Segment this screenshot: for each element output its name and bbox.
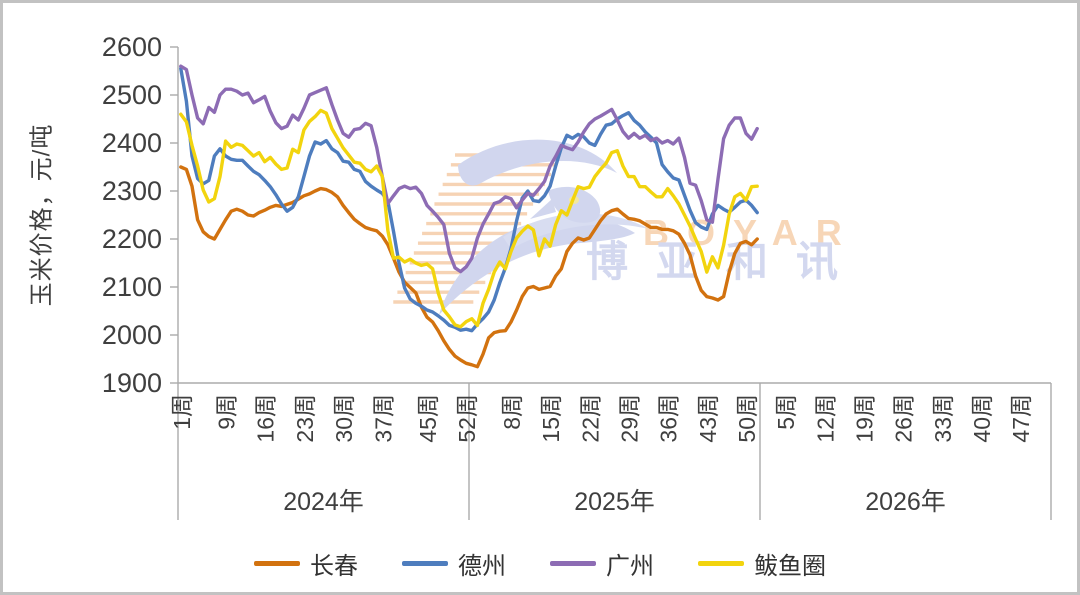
week-tick-label: 40周 (969, 394, 995, 443)
week-tick-label: 12周 (812, 394, 838, 443)
plot-area: 1900 2000 2100 2200 2300 2400 2500 2600 2024年 1周 9… (102, 32, 1052, 520)
week-tick-label: 19周 (852, 394, 878, 443)
year-label: 2025年 (574, 488, 655, 516)
week-tick-label: 9周 (214, 394, 240, 430)
legend-item-bayuquan: 鲅鱼圈 (698, 546, 826, 581)
week-tick-label: 16周 (253, 394, 279, 443)
legend-item-changchun: 长春 (254, 546, 358, 581)
legend-item-guangzhou: 广州 (550, 546, 654, 581)
chart-legend: 长春 德州 广州 鲅鱼圈 (3, 546, 1077, 581)
year-label: 2026年 (865, 488, 946, 516)
week-tick-label: 52周 (454, 394, 480, 443)
y-tick-label: 2600 (102, 32, 162, 62)
week-tick-label: 33周 (930, 394, 956, 443)
y-tick-label: 2200 (102, 224, 162, 254)
week-tick-label: 1周 (169, 394, 195, 430)
week-tick-label: 43周 (695, 394, 721, 443)
legend-swatch-changchun (254, 561, 300, 566)
week-tick-label: 29周 (616, 394, 642, 443)
watermark-logo: BOYAR 博亚和讯 (393, 139, 866, 315)
legend-label-guangzhou: 广州 (606, 553, 654, 580)
series-line-德州 (179, 66, 759, 333)
week-tick-label: 8周 (499, 394, 525, 430)
legend-label-bayuquan: 鲅鱼圈 (754, 553, 826, 580)
legend-swatch-dezhou (402, 561, 448, 566)
series-line-鲅鱼圈 (179, 108, 759, 329)
week-tick-label: 36周 (656, 394, 682, 443)
week-tick-label: 50周 (734, 394, 760, 443)
year-label: 2024年 (283, 488, 364, 516)
watermark-cjk-text: 博亚和讯 (586, 238, 866, 285)
week-tick-label: 22周 (577, 394, 603, 443)
y-tick-label: 1900 (102, 368, 162, 398)
chart-canvas: BOYAR 博亚和讯 1900 2000 2100 2200 2300 2400 2500 2… (102, 32, 1052, 520)
legend-label-dezhou: 德州 (458, 553, 506, 580)
y-tick-label: 2500 (102, 80, 162, 110)
watermark-bird-body (439, 217, 635, 315)
watermark-bird-beak (530, 199, 556, 219)
legend-label-changchun: 长春 (310, 553, 358, 580)
y-tick-label: 2300 (102, 176, 162, 206)
watermark-bird-swoosh (503, 213, 649, 249)
y-axis-title: 玉米价格，元/吨 (28, 123, 56, 307)
week-tick-label: 45周 (415, 394, 441, 443)
week-tick-label: 5周 (773, 394, 799, 430)
week-tick-label: 26周 (891, 394, 917, 443)
y-tick-label: 2100 (102, 272, 162, 302)
y-tick-label: 2400 (102, 128, 162, 158)
week-tick-label: 15周 (538, 394, 564, 443)
series-line-长春 (179, 165, 759, 369)
legend-swatch-bayuquan (698, 561, 744, 566)
legend-swatch-guangzhou (550, 561, 596, 566)
watermark-bird-wing (458, 139, 617, 186)
week-tick-label: 37周 (370, 394, 396, 443)
legend-item-dezhou: 德州 (402, 546, 506, 581)
series-line-广州 (179, 64, 759, 274)
week-tick-label: 23周 (292, 394, 318, 443)
week-tick-label: 47周 (1008, 394, 1034, 443)
week-tick-label: 30周 (331, 394, 357, 443)
y-tick-label: 2000 (102, 320, 162, 350)
